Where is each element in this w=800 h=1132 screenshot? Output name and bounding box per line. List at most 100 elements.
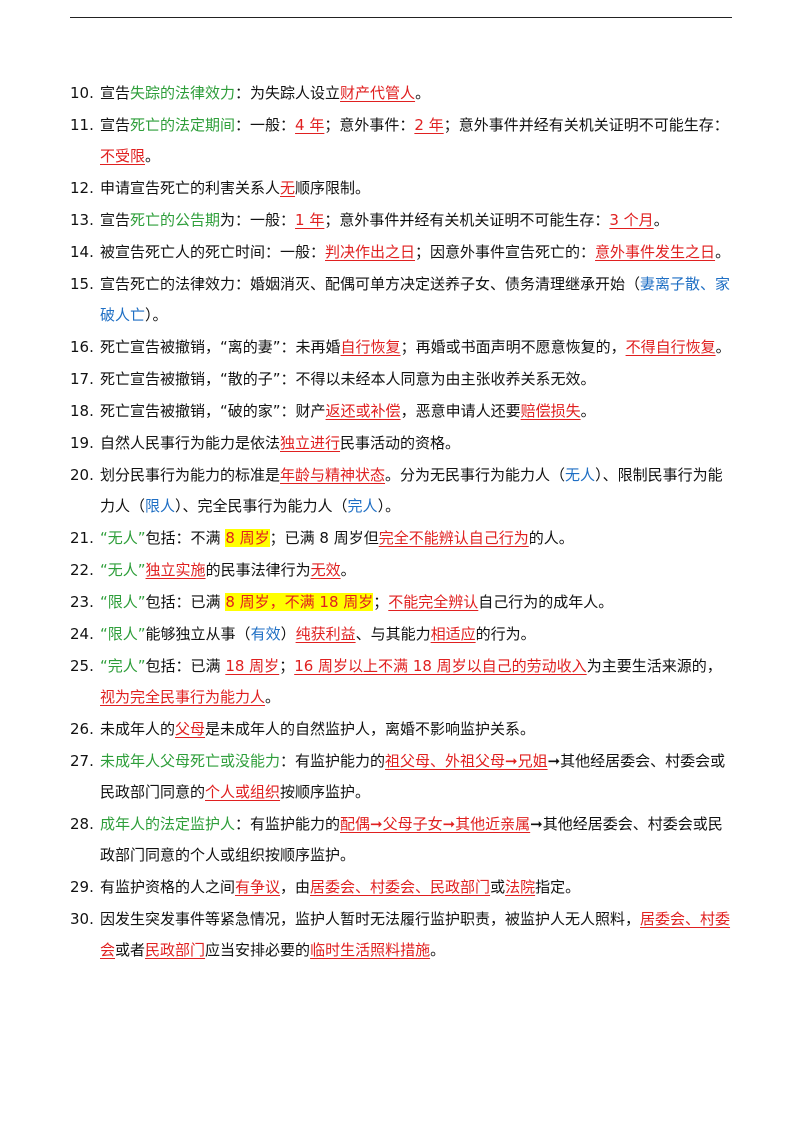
item-text: 的民事法律行为 — [205, 561, 311, 579]
highlighted-text: 独立实施 — [145, 561, 206, 579]
list-item: 12. 申请宣告死亡的利害关系人无顺序限制。 — [70, 173, 736, 204]
highlighted-text: 死亡的公告期 — [130, 211, 221, 229]
highlighted-text: 返还或补偿 — [325, 402, 401, 420]
item-number: 21. — [70, 529, 94, 547]
item-number: 29. — [70, 878, 94, 896]
item-text: 、与其能力 — [355, 625, 431, 643]
highlighted-text: 妻离子散、家破人亡 — [100, 275, 731, 324]
list-item: 21. “无人”包括：不满 8 周岁；已满 8 周岁但完全不能辨认自己行为的人。 — [70, 523, 736, 554]
item-number: 11. — [70, 116, 94, 134]
highlighted-text: 2 年 — [414, 116, 444, 134]
notes-list: 10. 宣告失踪的法律效力：为失踪人设立财产代管人。 11. 宣告死亡的法定期间：一般… — [70, 78, 736, 967]
highlighted-text: 配偶➞父母子女➞其他近亲属 — [340, 815, 531, 833]
highlighted-text: “限人” — [100, 593, 146, 611]
item-text: ；意外事件： — [324, 116, 415, 134]
item-text: 能够独立从事（ — [145, 625, 251, 643]
item-text: 自己行为的成年人。 — [478, 593, 614, 611]
item-text: 的人。 — [528, 529, 574, 547]
highlighted-text: 4 年 — [295, 116, 325, 134]
highlighted-text: 意外事件发生之日 — [595, 243, 716, 261]
list-item: 15. 宣告死亡的法律效力：婚姻消灭、配偶可单方决定送养子女、债务清理继承开始（妻… — [70, 269, 736, 331]
item-text: ；已满 8 周岁但 — [269, 529, 379, 547]
highlighted-text: 年龄与精神状态 — [280, 466, 386, 484]
item-text: 宣告 — [100, 84, 131, 102]
item-text: 宣告死亡的法律效力：婚姻消灭、配偶可单方决定送养子女、债务清理继承开始（ — [100, 275, 641, 293]
list-item: 30. 因发生突发事件等紧急情况，监护人暂时无法履行监护职责，被监护人无人照料，居… — [70, 904, 736, 966]
highlighted-text: 3 个月 — [609, 211, 654, 229]
list-item: 17. 死亡宣告被撤销，“散的子”：不得以未经本人同意为由主张收养关系无效。 — [70, 364, 736, 395]
item-number: 27. — [70, 752, 94, 770]
item-number: 15. — [70, 275, 94, 293]
item-text: 应当安排必要的 — [205, 941, 311, 959]
item-text: 被宣告死亡人的死亡时间：一般： — [100, 243, 326, 261]
item-number: 25. — [70, 657, 94, 675]
highlighted-text: 民政部门 — [145, 941, 206, 959]
item-text: 。 — [265, 688, 281, 706]
highlighted-text: 自行恢复 — [340, 338, 401, 356]
highlighted-text: 1 年 — [295, 211, 325, 229]
item-text: ：有监护能力的 — [235, 815, 341, 833]
item-text: 为：一般： — [220, 211, 296, 229]
item-number: 26. — [70, 720, 94, 738]
item-text: 包括：不满 — [145, 529, 226, 547]
highlighted-text: 居委会、村委会、民政部门 — [310, 878, 491, 896]
highlighted-text: 赔偿损失 — [520, 402, 581, 420]
item-text: 的行为。 — [475, 625, 536, 643]
highlighted-text: 相适应 — [430, 625, 476, 643]
list-item: 18. 死亡宣告被撤销，“破的家”：财产返还或补偿，恶意申请人还要赔偿损失。 — [70, 396, 736, 427]
highlighted-text: 8 周岁 — [225, 529, 270, 547]
item-text: ；再婚或书面声明不愿意恢复的， — [400, 338, 626, 356]
item-text: 宣告 — [100, 116, 131, 134]
item-text: 按顺序监护。 — [280, 783, 371, 801]
list-item: 26. 未成年人的父母是未成年人的自然监护人，离婚不影响监护关系。 — [70, 714, 736, 745]
highlighted-text: 限人 — [145, 497, 176, 515]
list-item: 11. 宣告死亡的法定期间：一般：4 年；意外事件：2 年；意外事件并经有关机关证… — [70, 110, 736, 172]
list-item: 25. “完人”包括：已满 18 周岁；16 周岁以上不满 18 周岁以自己的劳动… — [70, 651, 736, 713]
highlighted-text: “无人” — [100, 561, 146, 579]
highlighted-text: 成年人的法定监护人 — [100, 815, 236, 833]
highlighted-text: 视为完全民事行为能力人 — [100, 688, 266, 706]
highlighted-text: 个人或组织 — [205, 783, 281, 801]
highlighted-text: 法院 — [505, 878, 536, 896]
item-text: ：有监护能力的 — [280, 752, 386, 770]
list-item: 28. 成年人的法定监护人：有监护能力的配偶➞父母子女➞其他近亲属➞其他经居委会、… — [70, 809, 736, 871]
highlighted-text: 未成年人父母死亡或没能力 — [100, 752, 281, 770]
list-item: 27. 未成年人父母死亡或没能力：有监护能力的祖父母、外祖父母➞兄姐➞其他经居委会… — [70, 746, 736, 808]
highlighted-text: 16 周岁以上不满 18 周岁以自己的劳动收入 — [294, 657, 587, 675]
item-text: ：为失踪人设立 — [235, 84, 341, 102]
highlighted-text: 完全不能辨认自己行为 — [378, 529, 529, 547]
item-number: 28. — [70, 815, 94, 833]
item-text: ➞其他经居委会、村委会或民政部门同意的 — [100, 752, 726, 801]
list-item: 20. 划分民事行为能力的标准是年龄与精神状态。分为无民事行为能力人（无人）、限制… — [70, 460, 736, 522]
item-text: 是未成年人的自然监护人，离婚不影响监护关系。 — [205, 720, 536, 738]
highlighted-text: 死亡的法定期间 — [130, 116, 236, 134]
highlighted-text: 临时生活照料措施 — [310, 941, 431, 959]
item-text: 。分为无民事行为能力人（ — [385, 466, 566, 484]
list-item: 16. 死亡宣告被撤销，“离的妻”：未再婚自行恢复；再婚或书面声明不愿意恢复的，不… — [70, 332, 736, 363]
item-number: 16. — [70, 338, 94, 356]
item-text: 自然人民事行为能力是依法 — [100, 434, 281, 452]
header-rule — [70, 17, 732, 18]
item-text: ）。 — [377, 497, 401, 515]
highlighted-text: 独立进行 — [280, 434, 341, 452]
highlighted-text: 纯获利益 — [295, 625, 356, 643]
highlighted-text: 完人 — [347, 497, 378, 515]
item-text: ；因意外事件宣告死亡的： — [415, 243, 596, 261]
highlighted-text: “限人” — [100, 625, 146, 643]
item-text: 。 — [715, 243, 731, 261]
list-item: 13. 宣告死亡的公告期为：一般：1 年；意外事件并经有关机关证明不可能生存：3 … — [70, 205, 736, 236]
item-text: ，由 — [280, 878, 311, 896]
highlighted-text: “完人” — [100, 657, 146, 675]
item-text: ； — [279, 657, 295, 675]
highlighted-text: 无 — [280, 179, 296, 197]
item-text: 。 — [430, 941, 446, 959]
item-number: 10. — [70, 84, 94, 102]
item-number: 24. — [70, 625, 94, 643]
highlighted-text: 祖父母、外祖父母➞兄姐 — [385, 752, 548, 770]
item-text: ）。 — [145, 306, 168, 324]
item-text: 划分民事行为能力的标准是 — [100, 466, 281, 484]
item-text: 包括：已满 — [145, 593, 226, 611]
item-text: 。 — [580, 402, 596, 420]
item-text: 民事活动的资格。 — [340, 434, 461, 452]
item-text: ）、完全民事行为能力人（ — [175, 497, 348, 515]
